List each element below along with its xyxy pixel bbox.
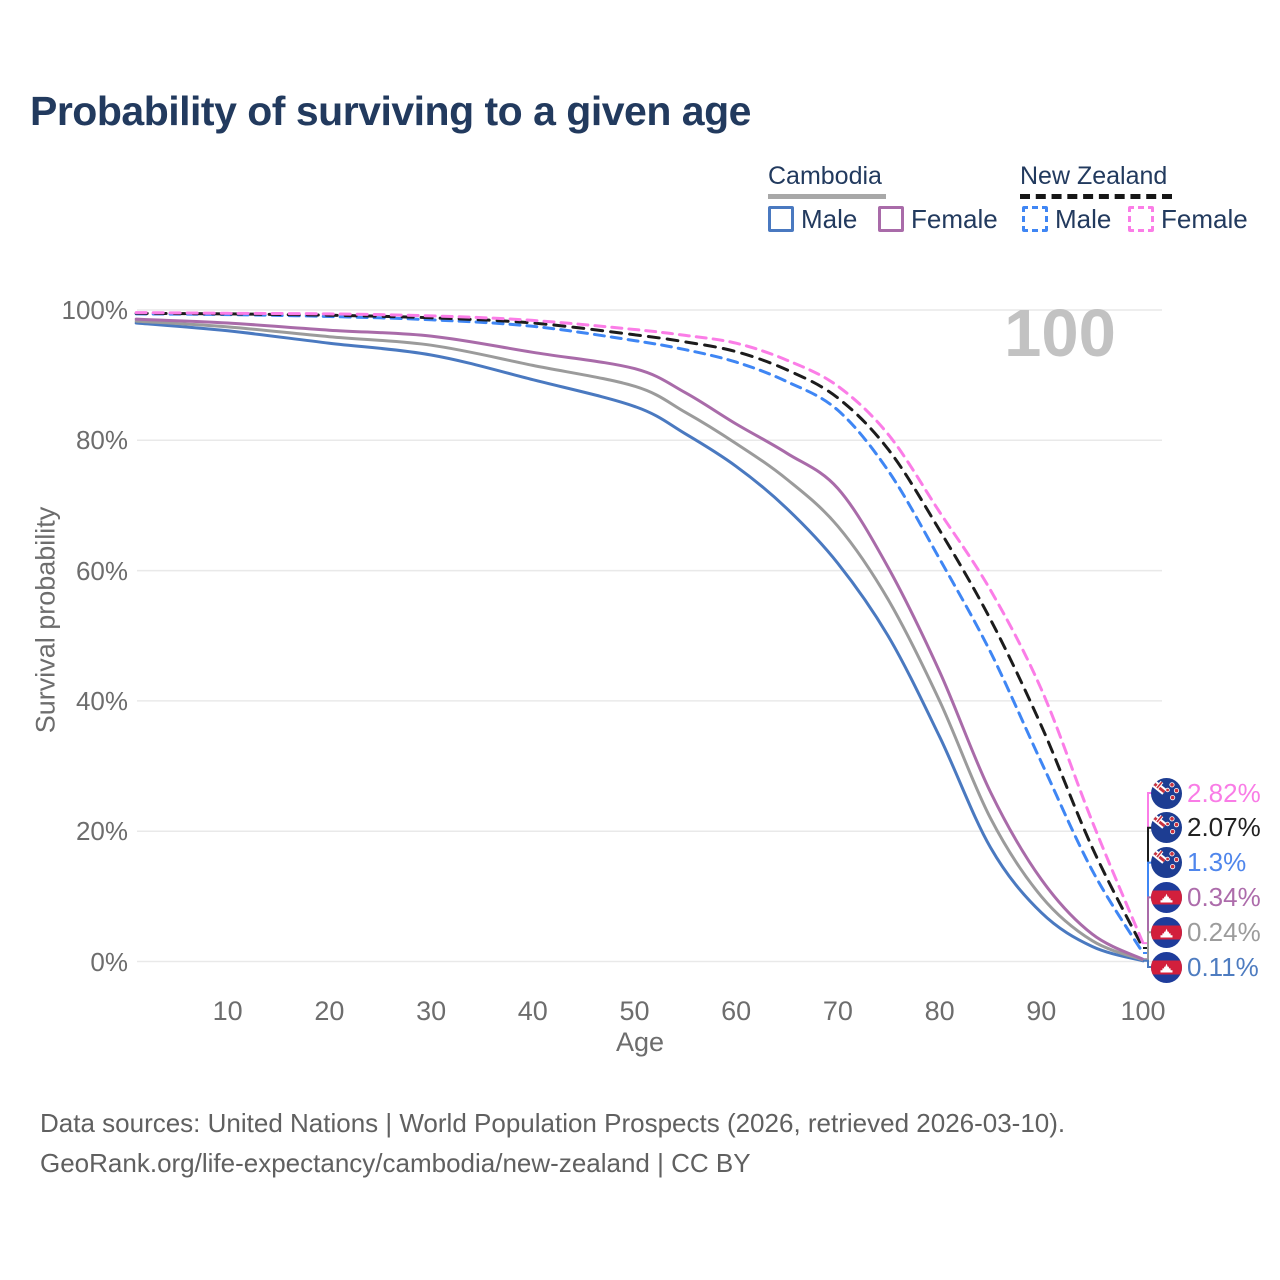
attribution-note: GeoRank.org/life-expectancy/cambodia/new… <box>40 1148 751 1178</box>
end-value-label: 0.11% <box>1187 951 1259 982</box>
flag-icon <box>1151 951 1182 983</box>
end-value-row: 2.07% <box>1151 812 1261 844</box>
curve-cambodia-female <box>134 317 1145 961</box>
end-value-row: 0.11% <box>1151 951 1259 983</box>
curve-new-zealand-female <box>134 311 1145 945</box>
x-axis-title: Age <box>615 1027 665 1057</box>
end-value-label: 0.24% <box>1187 916 1261 947</box>
legend-group-cambodia-title: Cambodia <box>768 162 882 190</box>
end-value-row: 1.3% <box>1151 847 1247 879</box>
x-tick-label: 40 <box>517 996 548 1026</box>
end-value-row: 0.34% <box>1151 881 1261 913</box>
end-value-label: 2.07% <box>1187 812 1261 843</box>
new-zealand-flag-icon <box>1151 847 1182 879</box>
new-zealand-flag-icon <box>1151 777 1182 809</box>
legend-label-cambodia-male: Male <box>801 204 858 234</box>
flag-icon <box>1151 777 1182 809</box>
x-tick-label: 90 <box>1026 996 1057 1026</box>
x-tick-label: 30 <box>416 996 447 1026</box>
x-tick-label: 10 <box>212 996 243 1026</box>
page-title: Probability of surviving to a given age <box>30 88 751 134</box>
end-value-label: 0.34% <box>1187 881 1261 912</box>
x-tick-label: 80 <box>924 996 955 1026</box>
end-value-label: 2.82% <box>1187 777 1261 808</box>
x-tick-label: 20 <box>314 996 345 1026</box>
new-zealand-flag-icon <box>1151 812 1182 844</box>
flag-icon <box>1151 881 1182 913</box>
y-tick-label: 0% <box>90 946 128 977</box>
y-tick-label: 60% <box>75 555 128 586</box>
new-zealand-dashed-line-sample <box>1020 194 1172 199</box>
cambodia-flag-icon <box>1151 951 1182 983</box>
cambodia-flag-icon <box>1151 881 1182 913</box>
curve-new-zealand-both <box>134 311 1145 950</box>
legend-label-new-zealand-male: Male <box>1055 204 1112 234</box>
legend-label-new-zealand-female: Female <box>1161 204 1248 234</box>
cambodia-solid-line-sample <box>768 194 886 199</box>
end-value-row: 0.24% <box>1151 916 1261 948</box>
end-value-label: 1.3% <box>1187 847 1247 878</box>
curve-cambodia-both <box>134 319 1145 962</box>
legend-checkbox-cambodia-female[interactable] <box>878 206 904 232</box>
legend-checkbox-new-zealand-female[interactable] <box>1128 206 1154 232</box>
x-tick-label: 60 <box>721 996 752 1026</box>
legend-checkbox-cambodia-male[interactable] <box>768 206 794 232</box>
x-tick-label: 100 <box>1120 996 1166 1026</box>
flag-icon <box>1151 847 1182 879</box>
flag-icon <box>1151 812 1182 844</box>
y-tick-label: 20% <box>75 816 128 847</box>
x-tick-label: 50 <box>619 996 650 1026</box>
legend-checkbox-new-zealand-male[interactable] <box>1022 206 1048 232</box>
legend-group-new-zealand-title: New Zealand <box>1020 162 1168 190</box>
y-tick-label: 40% <box>75 685 128 716</box>
cambodia-flag-icon <box>1151 916 1182 948</box>
y-axis-title: Survival probability <box>30 506 61 734</box>
x-tick-label: 70 <box>822 996 853 1026</box>
end-value-row: 2.82% <box>1151 777 1261 809</box>
age-watermark: 100 <box>1004 296 1116 371</box>
data-source-note: Data sources: United Nations | World Pop… <box>40 1108 1066 1138</box>
flag-icon <box>1151 916 1182 948</box>
legend-label-cambodia-female: Female <box>911 204 998 234</box>
y-tick-label: 80% <box>75 425 128 456</box>
curve-cambodia-male <box>134 321 1145 963</box>
y-tick-label: 100% <box>61 295 129 325</box>
